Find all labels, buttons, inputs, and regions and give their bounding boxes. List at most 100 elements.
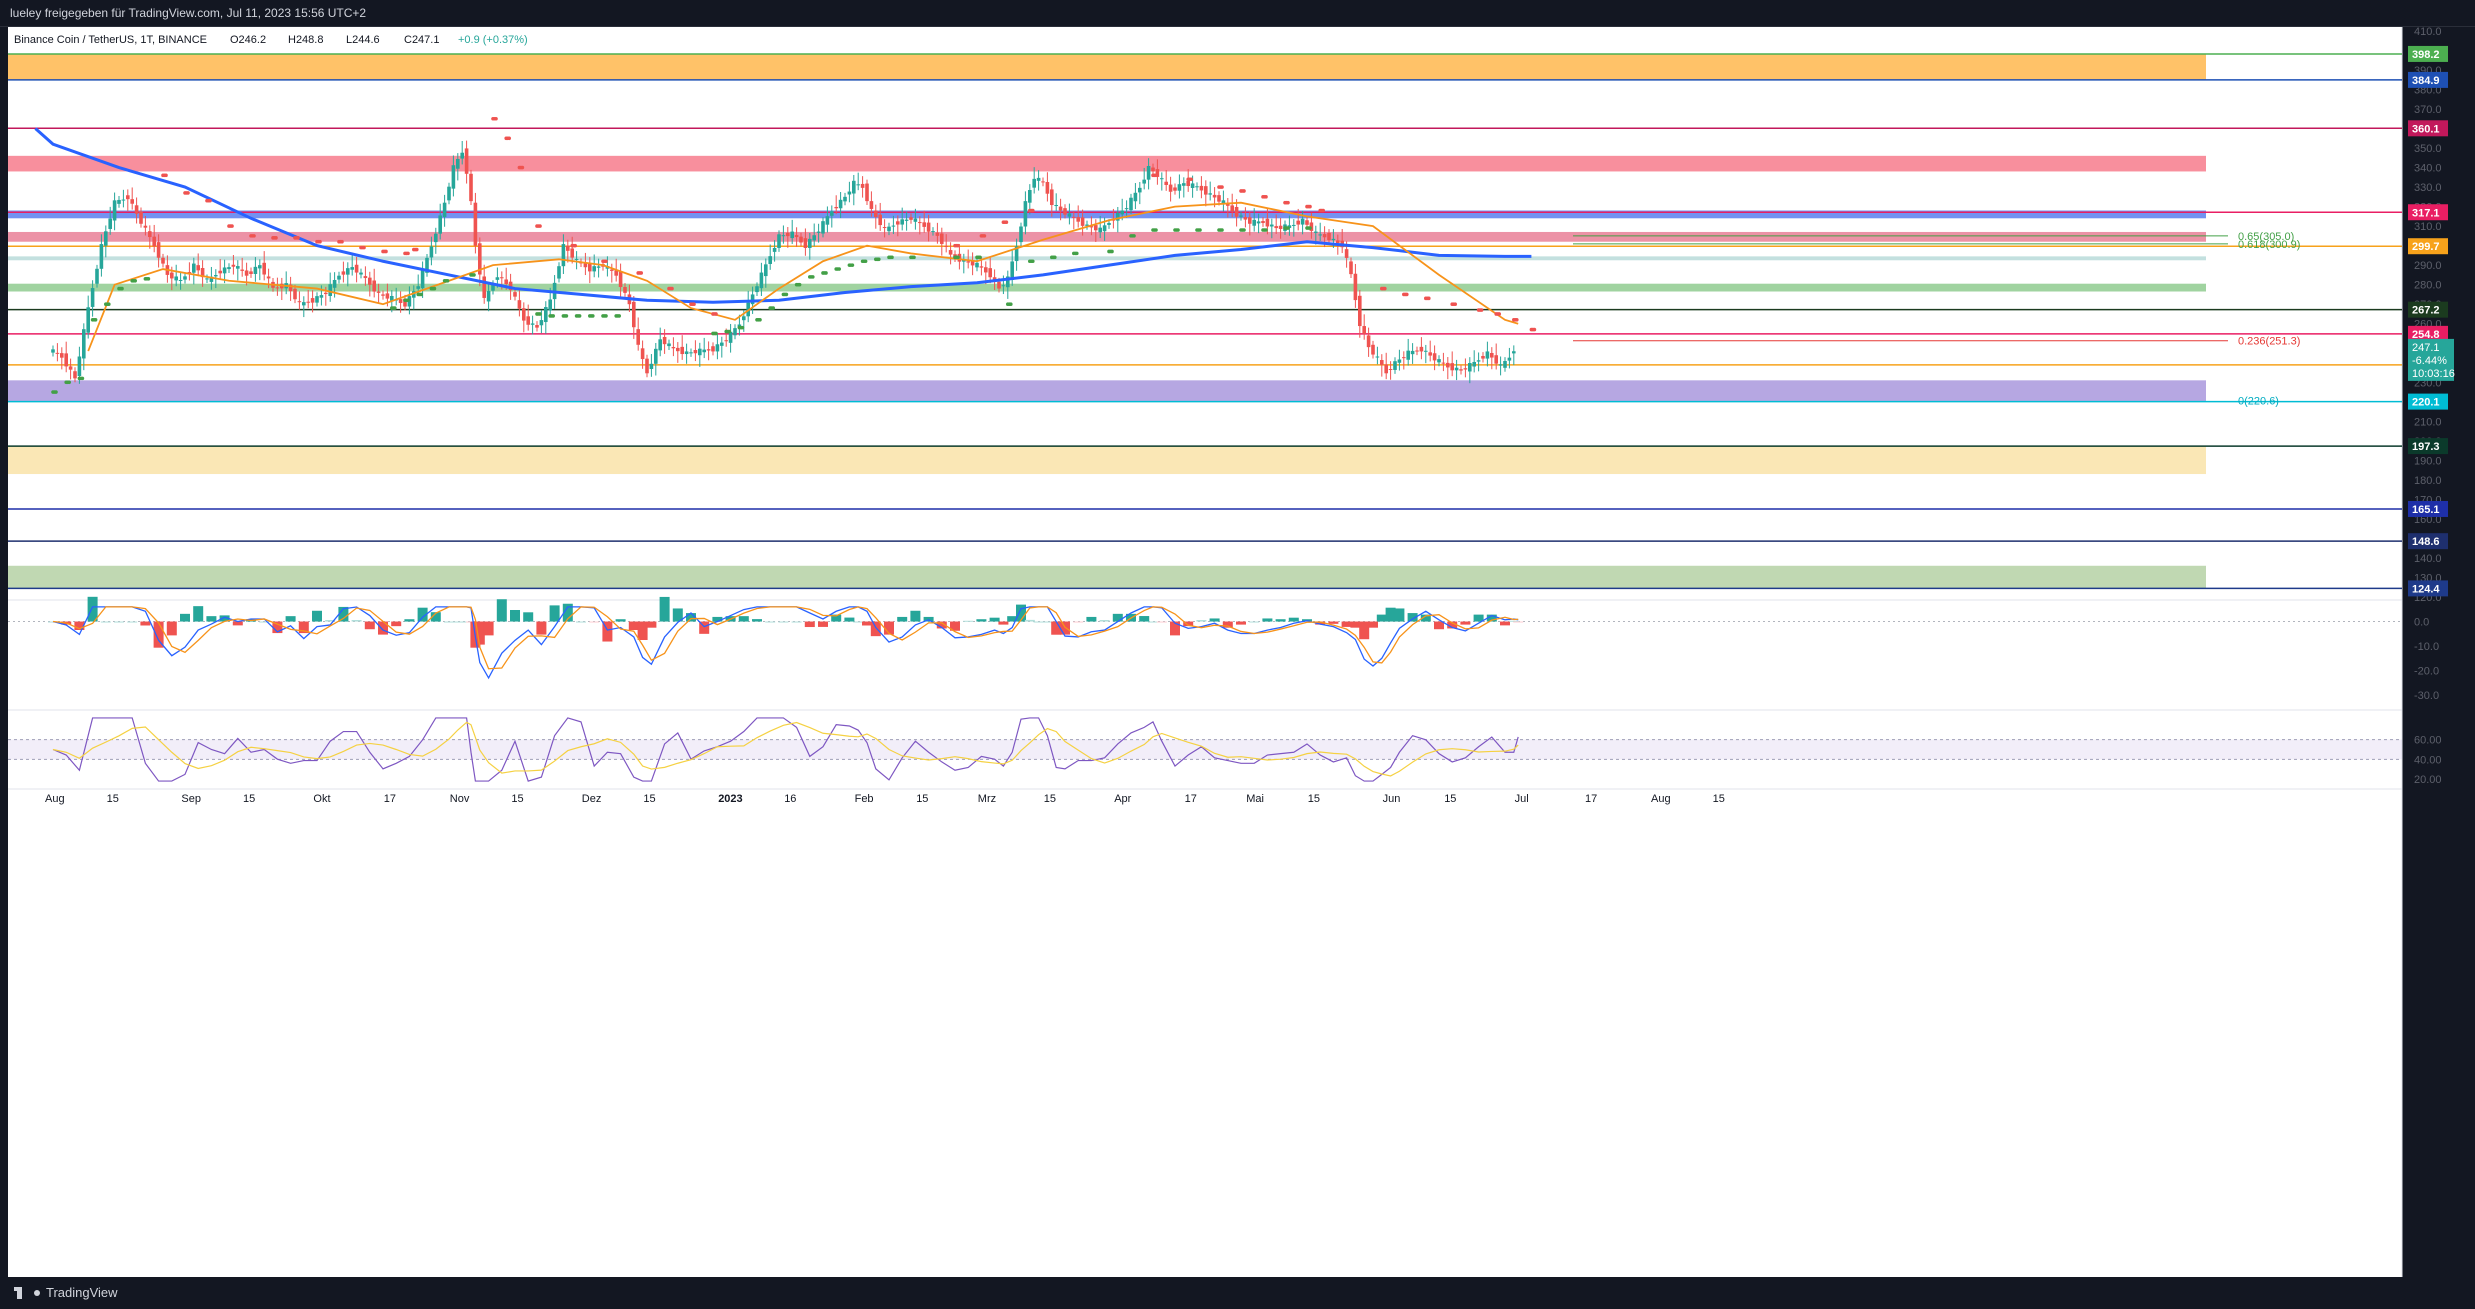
candle-body [359, 272, 363, 275]
macd-histogram-bar [1209, 618, 1220, 622]
candle-body [1296, 220, 1300, 225]
macd-histogram-bar [831, 614, 842, 622]
candle-body [1076, 217, 1080, 222]
candle-body [491, 284, 495, 291]
price-marker-label: 124.4 [2412, 583, 2440, 595]
candle-body [1116, 212, 1120, 221]
sar-dot [604, 314, 608, 318]
sar-dot [252, 234, 256, 238]
candle-body [451, 165, 456, 189]
candle-body [1327, 233, 1331, 241]
candle-body [1318, 234, 1322, 236]
candle-body [500, 277, 504, 279]
candle-body [904, 219, 909, 221]
candle-body [227, 267, 231, 270]
candle-body [354, 264, 359, 273]
sar-dot [577, 314, 582, 318]
candle-body [1155, 169, 1160, 177]
sar-dot [1427, 296, 1431, 301]
sar-dot [877, 257, 881, 262]
candle-body [1120, 210, 1124, 215]
candle-body [112, 200, 117, 221]
macd-histogram-bar [870, 621, 881, 637]
candle-body [1226, 203, 1230, 206]
candle-body [1446, 362, 1450, 368]
candle-body [1067, 213, 1072, 217]
candle-body [1344, 249, 1349, 258]
macd-histogram-bar [1473, 614, 1484, 622]
sar-dot [1220, 228, 1224, 232]
candle-body [1292, 224, 1296, 226]
candle-body [1063, 208, 1067, 215]
candle-body [469, 173, 473, 202]
chart-canvas[interactable]: 0.65(305.0)0.618(300.9) 0.236(251.3) 0(220… [8, 27, 2475, 1277]
macd-histogram-bar [338, 606, 349, 622]
candle-body [1010, 261, 1014, 280]
candle-body [126, 195, 130, 200]
candle-body [1309, 222, 1314, 231]
sar-dot [538, 224, 542, 228]
sar-dot [956, 243, 960, 248]
candle-body [755, 286, 759, 293]
candle-body [376, 291, 381, 293]
macd-tick-label: -20.0 [2414, 665, 2439, 677]
chart-frame[interactable]: 0.65(305.0) 0.618(300.9) 0.236(251.3) 0(220… [8, 27, 2455, 1277]
price-marker-label: 317.1 [2412, 207, 2440, 219]
tradingview-logo-icon [14, 1286, 32, 1299]
candle-body [1098, 227, 1102, 233]
price-zone [8, 231, 2206, 242]
sar-dot [1154, 228, 1158, 232]
candle-body [302, 302, 306, 306]
price-tick-label: 310.0 [2414, 221, 2442, 233]
macd-histogram-bar [452, 621, 463, 623]
price-marker-badge [2408, 45, 2448, 62]
price-marker-badge [2408, 533, 2448, 550]
candle-body [588, 262, 592, 272]
candle-body [750, 294, 755, 305]
sar-dot [1286, 226, 1290, 230]
candle-body [1459, 369, 1463, 371]
candle-body [816, 231, 821, 233]
candle-body [1322, 234, 1327, 238]
macd-histogram-bar [818, 621, 828, 627]
candle-body [1261, 221, 1265, 223]
sar-dot [1132, 234, 1136, 238]
macd-histogram-bar [989, 617, 1000, 622]
candle-body [218, 270, 222, 274]
macd-histogram-bar [206, 616, 217, 622]
macd-histogram-bar [1341, 621, 1352, 627]
candle-body [676, 347, 680, 352]
candle-body [1204, 186, 1208, 195]
candle-body [337, 275, 341, 280]
macd-histogram-bar [259, 621, 270, 623]
tradingview-logo[interactable]: TradingView [14, 1285, 118, 1300]
candle-body [1182, 183, 1186, 186]
candle-body [346, 268, 350, 275]
macd-histogram-bar [1407, 613, 1418, 622]
candle-body [1032, 178, 1036, 188]
candle-body [975, 262, 979, 268]
candle-body [530, 323, 535, 325]
candle-body [1243, 217, 1248, 220]
macd-histogram-bar [1051, 621, 1062, 635]
macd-histogram-bar [1447, 621, 1458, 629]
candle-body [1432, 353, 1437, 361]
candle-body [539, 320, 544, 326]
candle-body [1393, 361, 1397, 370]
macd-histogram-bar [127, 621, 138, 623]
candle-body [1138, 187, 1142, 193]
candle-body [931, 231, 935, 233]
last-price-value: 247.1 [2412, 342, 2440, 354]
sar-dot [727, 329, 731, 334]
candle-body [460, 152, 464, 159]
candle-body [1107, 222, 1111, 225]
price-marker-label: 220.1 [2412, 397, 2440, 409]
candle-body [1129, 197, 1133, 211]
macd-histogram-bar [1156, 621, 1167, 623]
macd-histogram-bar [672, 608, 683, 622]
candle-body [266, 276, 271, 279]
candle-body [786, 232, 790, 237]
sar-dot [573, 243, 577, 248]
sar-dot [1110, 249, 1114, 254]
candle-body [720, 342, 724, 346]
